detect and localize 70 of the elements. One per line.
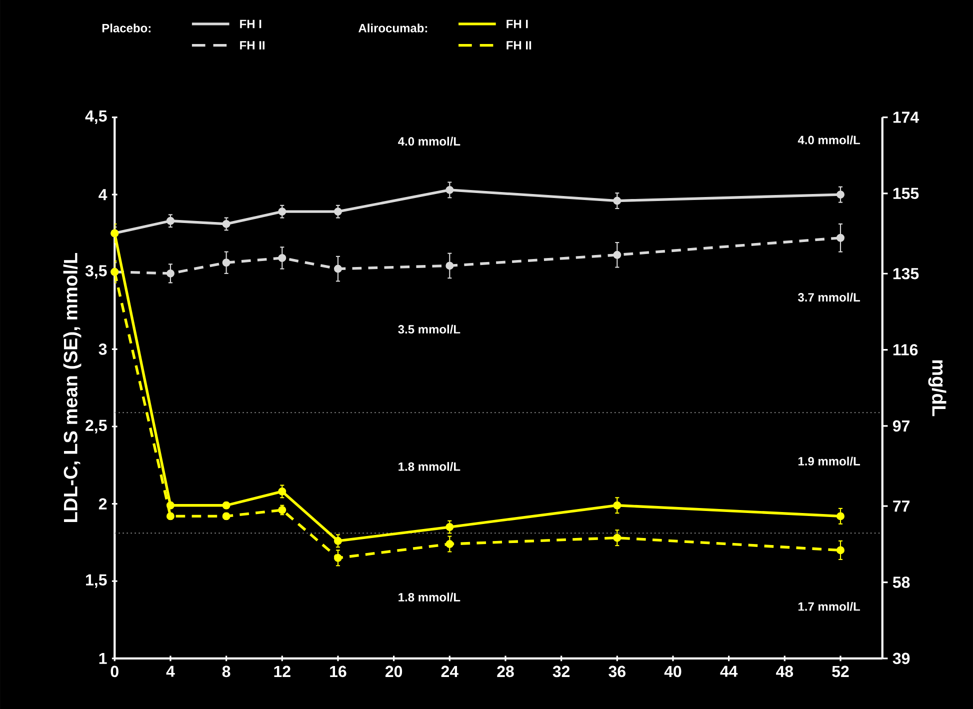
point (222, 220, 230, 228)
point (166, 216, 174, 225)
point (222, 258, 230, 267)
annotation: 4.0 mmol/L (798, 135, 860, 144)
x-tick-label: 12 (274, 666, 290, 677)
point (278, 487, 286, 496)
legend-label: FH I (506, 20, 528, 28)
point (446, 262, 454, 270)
point (334, 208, 342, 216)
y-tick-label: 1,5 (86, 574, 107, 588)
point (446, 186, 454, 194)
x-tick-label: 44 (720, 666, 738, 677)
y2-tick-label: 174 (893, 112, 920, 123)
point (836, 190, 844, 199)
point (836, 234, 844, 242)
y-tick-label: 3 (98, 344, 107, 355)
point (334, 554, 342, 562)
y2-tick-label: 58 (892, 576, 910, 588)
y2-tick-label: 155 (893, 188, 919, 199)
point (836, 546, 844, 554)
point (446, 540, 454, 548)
x-tick-label: 20 (385, 666, 402, 678)
point (613, 501, 622, 510)
x-tick-label: 4 (166, 666, 175, 677)
annotation: 3.5 mmol/L (398, 324, 460, 334)
point (613, 250, 622, 259)
x-tick-label: 16 (330, 666, 346, 678)
annotation: 4.0 mmol/L (398, 136, 460, 146)
annotation: 3.7 mmol/L (798, 292, 860, 302)
x-tick-label: 32 (552, 666, 570, 678)
x-tick-label: 48 (776, 666, 794, 678)
point (278, 208, 286, 216)
y-tick-label: 4 (98, 189, 108, 200)
y2-axis-title: mg/dL (928, 360, 946, 416)
point (836, 512, 844, 520)
point (334, 536, 342, 545)
annotation: 1.8 mmol/L (398, 462, 460, 471)
y-tick-label: 4,5 (85, 110, 107, 124)
point (613, 196, 622, 205)
y-tick-label: 1 (99, 652, 107, 664)
annotation: 1.8 mmol/L (398, 592, 460, 602)
text: Alirocumab: (358, 24, 428, 32)
point (278, 254, 286, 262)
y2-tick-label: 39 (892, 652, 910, 664)
point (166, 501, 174, 510)
point (166, 269, 174, 278)
y-tick-label: 3,5 (85, 265, 107, 279)
annotation: 1.7 mmol/L (798, 602, 860, 611)
point (334, 264, 342, 273)
y2-tick-label: 116 (893, 344, 918, 356)
text: Placebo: (102, 24, 150, 32)
x-tick-label: 40 (664, 666, 682, 678)
x-tick-label: 52 (832, 666, 849, 678)
legend-label: FH II (240, 41, 264, 50)
x-tick-label: 0 (110, 666, 118, 678)
x-tick-label: 24 (441, 666, 458, 677)
x-tick-label: 8 (222, 666, 230, 678)
x-tick-label: 36 (608, 666, 626, 678)
y-axis-title: LDL-C, LS mean (SE), mmol/L (63, 252, 82, 522)
point (446, 522, 454, 531)
legend-label: FH II (506, 41, 532, 50)
legend-label: FH I (240, 20, 262, 28)
y2-tick-label: 77 (893, 500, 910, 512)
y-tick-label: 2 (98, 498, 107, 510)
annotation: 1.9 mmol/L (798, 456, 860, 466)
point (613, 534, 622, 542)
y-tick-label: 2,5 (86, 420, 107, 434)
x-tick-label: 28 (497, 666, 514, 678)
y2-tick-label: 97 (892, 420, 910, 432)
y2-tick-label: 135 (893, 268, 919, 280)
